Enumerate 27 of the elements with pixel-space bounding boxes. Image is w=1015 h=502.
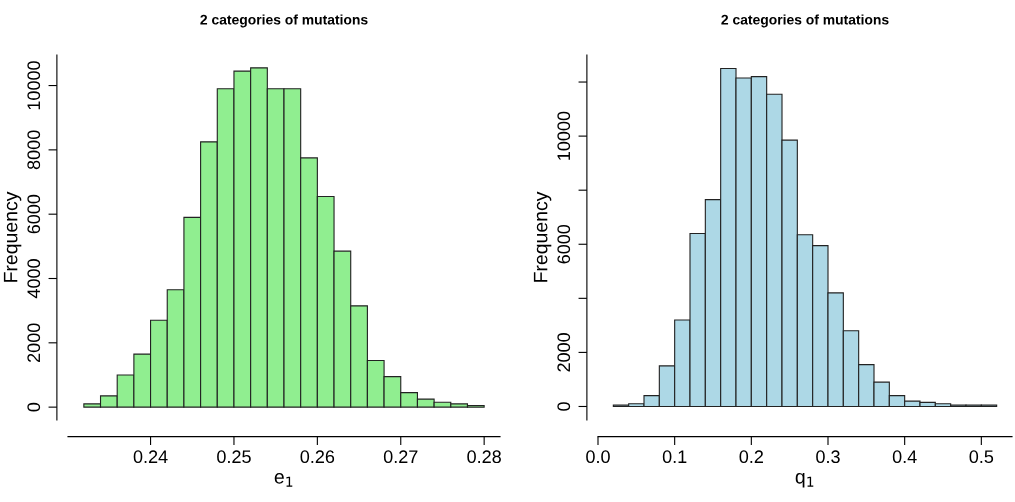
y-tick-label: 10000 <box>557 111 571 160</box>
x-tick-label: 0.4 <box>892 450 917 464</box>
y-tick-label: 2000 <box>27 323 41 362</box>
y-tick-label: 10000 <box>27 61 41 110</box>
x-tick-label: 0.0 <box>586 450 610 464</box>
x-tick-label: 0.27 <box>383 450 418 464</box>
chart-title: 2 categories of mutations <box>200 14 368 28</box>
y-axis-title: Frequency <box>3 191 22 282</box>
y-tick-label: 2000 <box>557 333 571 372</box>
y-tick-label: 6000 <box>27 194 41 234</box>
chart-title: 2 categories of mutations <box>721 14 889 28</box>
x-tick-label: 0.28 <box>467 450 501 464</box>
x-tick-label: 0.24 <box>133 450 168 464</box>
x-tick-label: 0.3 <box>816 450 840 464</box>
x-tick-label: 0.2 <box>739 450 763 464</box>
y-tick-label: 0 <box>27 402 41 412</box>
y-tick-label: 0 <box>557 402 571 411</box>
y-tick-label: 8000 <box>27 130 41 170</box>
x-tick-label: 0.26 <box>300 450 335 464</box>
x-tick-label: 0.5 <box>969 450 994 464</box>
y-axis-title: Frequency <box>533 191 552 282</box>
x-tick-label: 0.25 <box>217 450 251 464</box>
y-tick-label: 4000 <box>27 259 41 299</box>
x-tick-label: 0.1 <box>662 450 687 464</box>
x-axis-title: e$_{1}$ <box>274 473 293 487</box>
y-tick-label: 6000 <box>557 224 571 264</box>
x-axis-title: q$_{1}$ <box>795 473 814 488</box>
